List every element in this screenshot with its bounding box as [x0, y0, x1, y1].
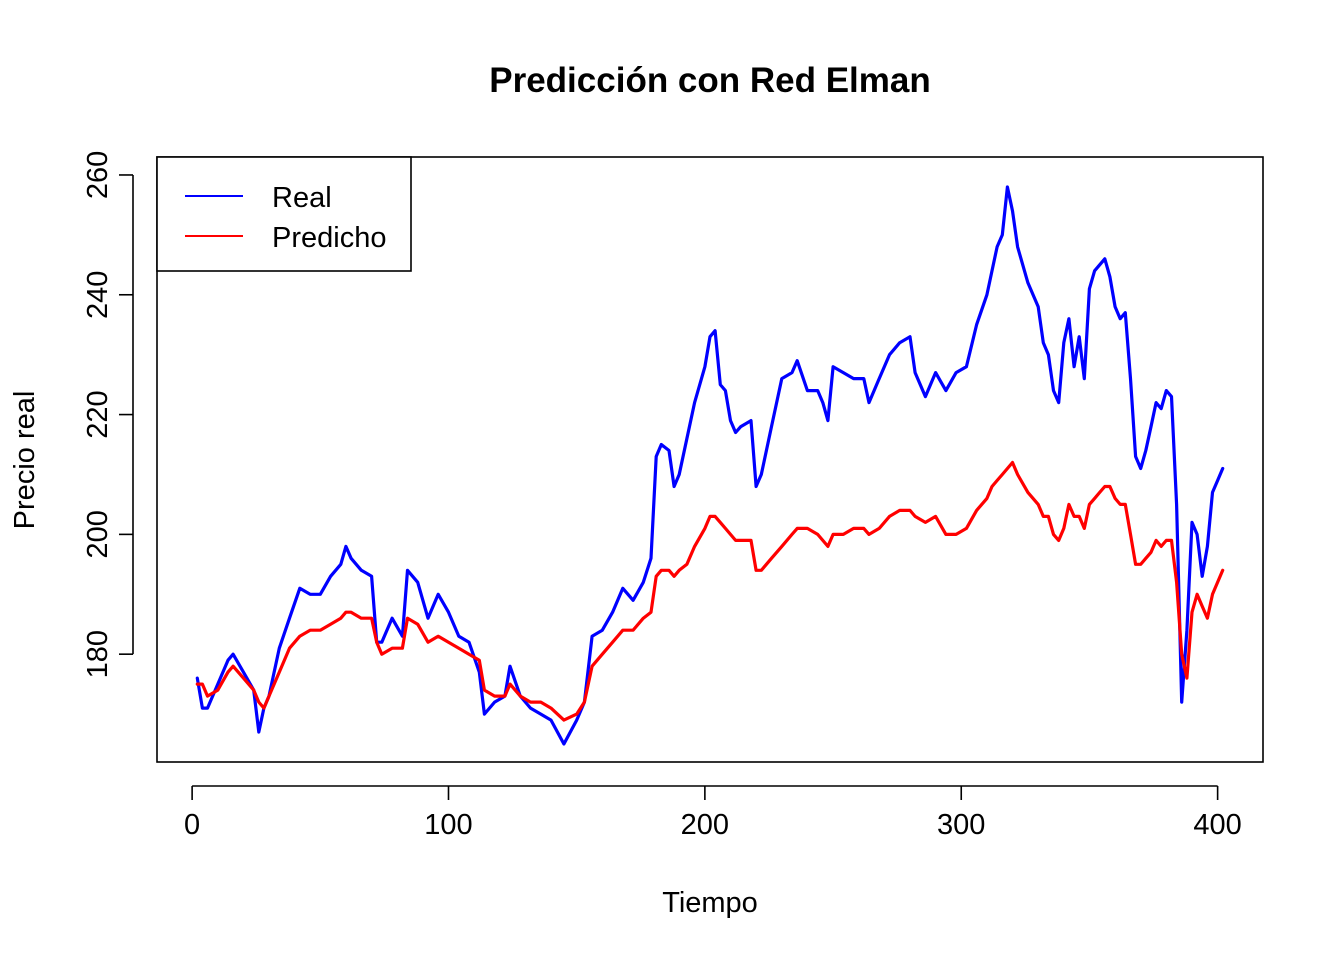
- chart-title: Predicción con Red Elman: [489, 61, 931, 100]
- x-axis: 0 100 200 300 400: [184, 785, 1242, 841]
- y-tick-label-260: 260: [82, 151, 114, 199]
- y-axis: 180 200 220 240 260: [82, 151, 134, 678]
- x-tick-label-200: 200: [681, 809, 729, 841]
- legend-box: [156, 156, 412, 272]
- x-axis-label: Tiempo: [662, 887, 758, 919]
- y-tick-label-240: 240: [82, 271, 114, 319]
- y-tick-label-200: 200: [82, 510, 114, 558]
- y-tick-label-220: 220: [82, 390, 114, 438]
- y-tick-label-180: 180: [82, 630, 114, 678]
- x-tick-label-0: 0: [184, 809, 200, 841]
- legend-label-real: Real: [272, 182, 332, 214]
- series-line-real: [195, 185, 1225, 746]
- series-layer: [195, 185, 1225, 746]
- series-line-predicho: [195, 460, 1225, 722]
- x-tick-label-400: 400: [1193, 809, 1241, 841]
- plot-box: [156, 156, 1264, 763]
- legend-label-predicho: Predicho: [272, 222, 386, 254]
- x-tick-label-300: 300: [937, 809, 985, 841]
- legend: Real Predicho: [156, 156, 412, 272]
- x-tick-label-100: 100: [424, 809, 472, 841]
- y-axis-label: Precio real: [9, 391, 41, 530]
